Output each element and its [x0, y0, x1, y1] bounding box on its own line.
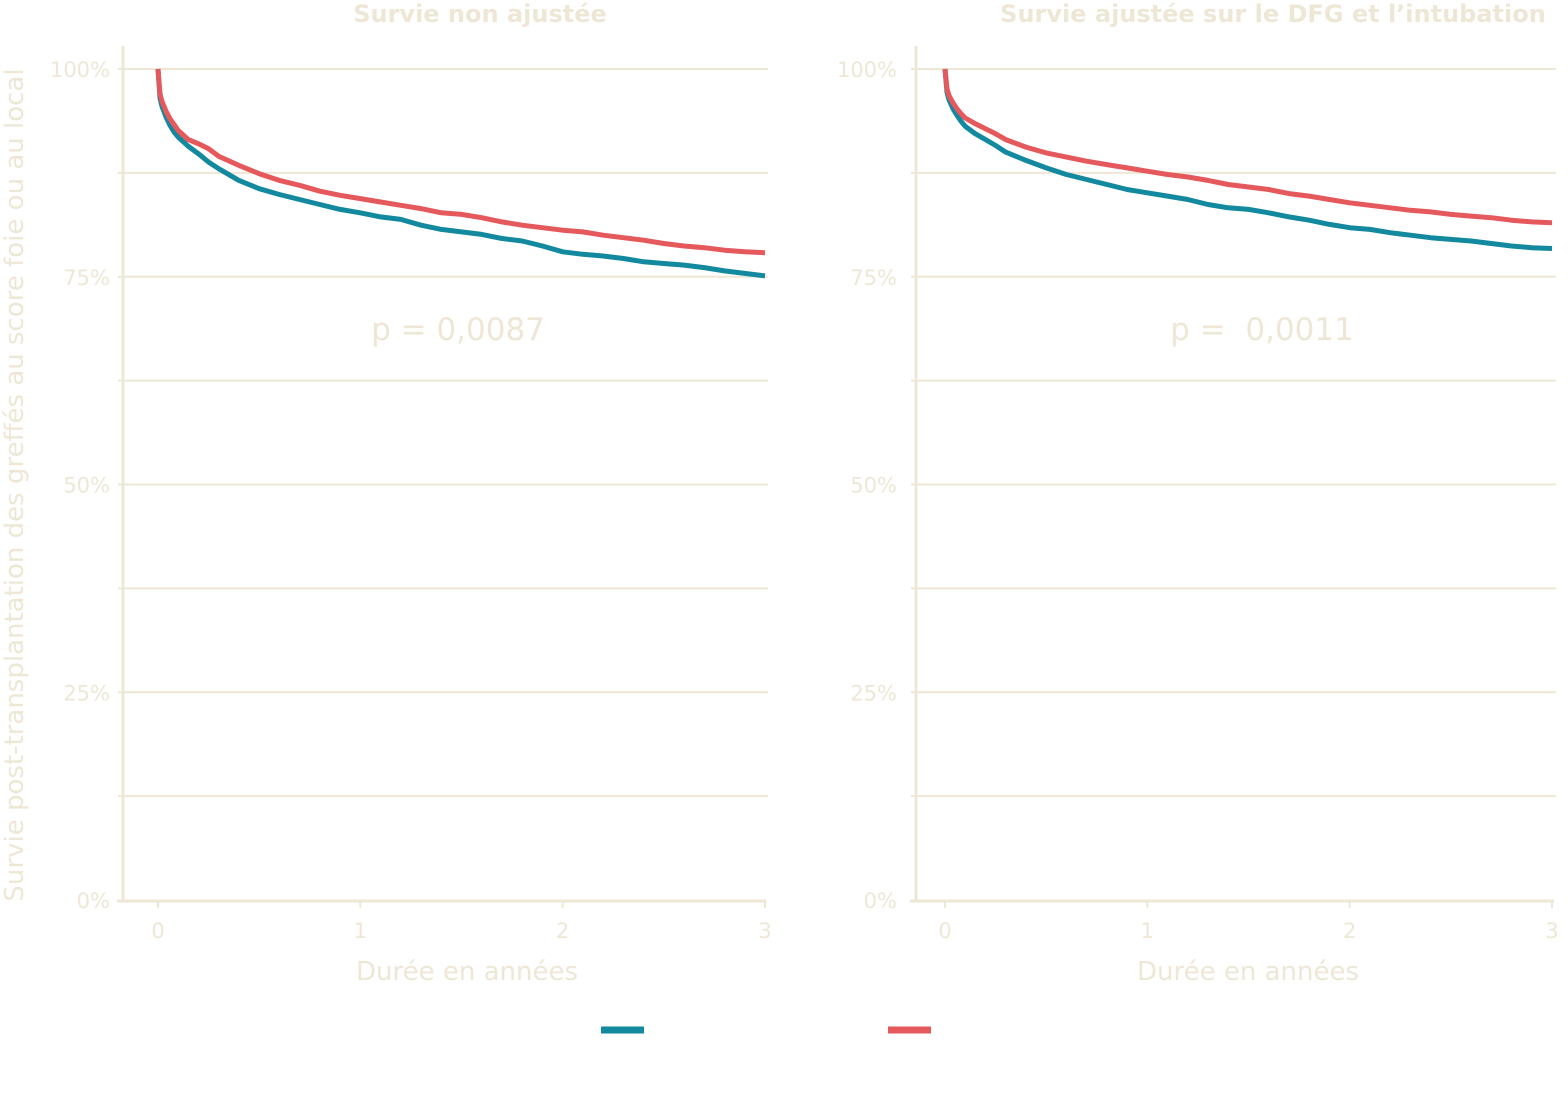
panel-adjusted: 0% 25% 50% 75% 100% 0 1 2 3 Survie ajustée sur l…	[837, 0, 1559, 987]
y-axis-label: Survie post-transplantation des greffés …	[0, 68, 30, 901]
y-tick-label: 0%	[864, 889, 897, 913]
x-axis-label: Durée en années	[1137, 957, 1359, 987]
x-tick-label: 0	[151, 919, 164, 943]
y-tick-label: 50%	[63, 474, 110, 498]
y-tick-label: 100%	[50, 58, 110, 82]
x-tick-label: 2	[556, 919, 569, 943]
p-value-annotation: p = 0,0011	[1170, 312, 1354, 348]
y-tick-label: 100%	[837, 58, 897, 82]
y-tick-label: 25%	[63, 681, 110, 705]
p-value-annotation: p = 0,0087	[371, 312, 545, 348]
y-tick-label: 50%	[850, 474, 897, 498]
y-tick-label: 25%	[850, 681, 897, 705]
survival-curve-red	[155, 68, 766, 256]
y-tick-label: 75%	[63, 266, 110, 290]
survival-curve-teal	[155, 68, 766, 279]
y-tick-label: 0%	[77, 889, 110, 913]
x-tick-label: 1	[1141, 919, 1154, 943]
x-tick-label: 3	[1545, 919, 1558, 943]
x-axis-label: Durée en années	[356, 957, 578, 987]
x-tick-label: 3	[758, 919, 771, 943]
survival-curve-teal	[942, 68, 1553, 251]
x-tick-label: 0	[938, 919, 951, 943]
panel-unadjusted: 0% 25% 50% 75% 100% 0 1 2 3 Survie non ajustée D…	[50, 0, 772, 987]
y-tick-label: 75%	[850, 266, 897, 290]
panel-title: Survie ajustée sur le DFG et l’intubatio…	[1000, 0, 1546, 28]
x-tick-label: 2	[1343, 919, 1356, 943]
panel-title: Survie non ajustée	[353, 0, 607, 28]
x-tick-label: 1	[354, 919, 367, 943]
survival-curve-red	[942, 68, 1553, 226]
